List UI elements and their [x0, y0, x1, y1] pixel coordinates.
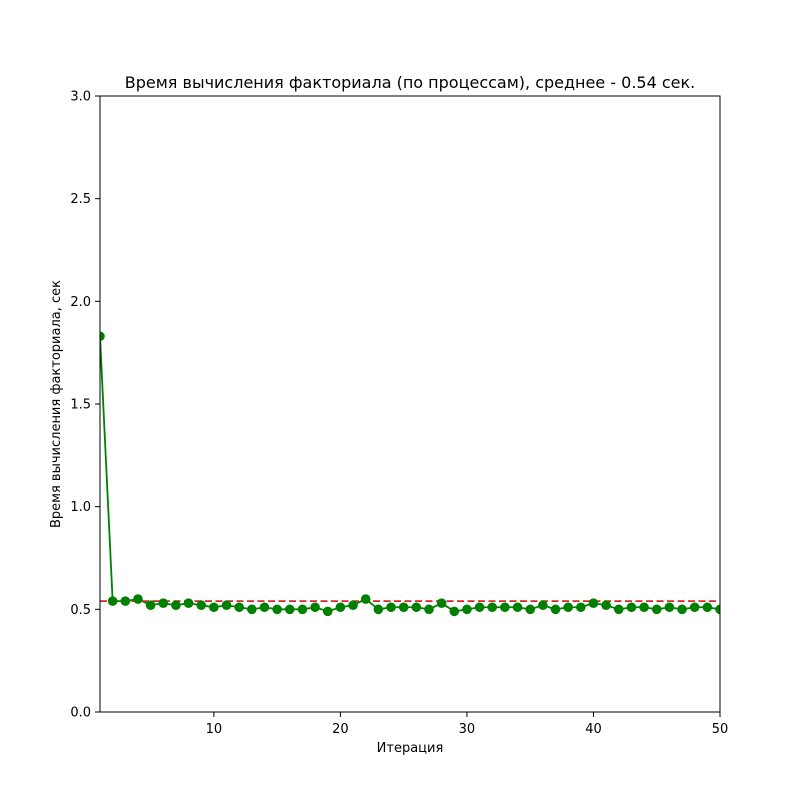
- data-point: [171, 600, 181, 611]
- data-point: [297, 604, 308, 615]
- data-point: [411, 602, 422, 613]
- data-point: [259, 602, 270, 613]
- data-point: [550, 604, 561, 615]
- data-point: [588, 598, 599, 608]
- data-point: [677, 604, 687, 615]
- data-point: [398, 602, 409, 613]
- y-tick-label: 2.5: [70, 192, 91, 207]
- y-tick-label: 1.5: [70, 398, 91, 413]
- data-point: [322, 606, 333, 617]
- data-point: [500, 602, 510, 613]
- data-point: [639, 602, 649, 613]
- x-tick-label: 40: [585, 722, 602, 737]
- plot-frame: [99, 95, 721, 713]
- data-point: [247, 604, 257, 615]
- chart-title: Время вычисления факториала (по процесса…: [125, 73, 696, 92]
- data-point: [348, 600, 358, 611]
- y-axis-label: Время вычисления факториала, сек: [49, 280, 64, 528]
- data-point: [702, 602, 713, 613]
- data-point: [310, 602, 320, 613]
- data-point: [601, 600, 611, 611]
- data-point: [120, 596, 131, 606]
- y-tick-label: 0.0: [70, 706, 91, 721]
- data-point: [386, 602, 396, 613]
- data-point: [715, 604, 720, 615]
- x-tick-label: 10: [206, 722, 223, 737]
- y-axis-ticks: 0.0 0.5 1.0 1.5 2.0 2.5 3.0: [70, 90, 100, 721]
- y-tick-label: 0.5: [70, 603, 91, 618]
- data-point: [234, 602, 244, 613]
- data-point: [424, 604, 434, 615]
- data-point: [335, 602, 346, 613]
- data-point: [360, 594, 371, 604]
- x-tick-label: 20: [332, 722, 349, 737]
- data-point: [284, 604, 295, 615]
- data-point: [525, 604, 536, 615]
- data-point: [538, 600, 548, 611]
- data-point: [449, 606, 460, 617]
- data-point: [613, 604, 624, 615]
- data-point: [373, 604, 384, 615]
- data-point: [158, 598, 169, 608]
- data-point: [563, 602, 573, 613]
- y-tick-label: 3.0: [70, 90, 91, 105]
- data-point: [272, 604, 282, 615]
- data-point: [436, 598, 447, 608]
- data-point: [651, 604, 662, 615]
- x-axis-label: Итерация: [377, 741, 444, 756]
- x-axis-ticks: 10 20 30 40 50: [206, 712, 729, 737]
- plot-content: [100, 331, 720, 617]
- y-tick-label: 2.0: [70, 295, 91, 310]
- data-point: [474, 602, 485, 613]
- data-point: [221, 600, 232, 611]
- data-point: [100, 331, 105, 342]
- x-tick-label: 50: [712, 722, 729, 737]
- data-point: [133, 594, 143, 604]
- data-point: [664, 602, 675, 613]
- data-point: [196, 600, 207, 611]
- data-point: [462, 604, 472, 615]
- plot-area: [100, 96, 720, 712]
- data-point: [209, 602, 219, 613]
- data-point: [487, 602, 498, 613]
- data-point: [626, 602, 637, 613]
- data-point: [689, 602, 700, 613]
- y-tick-label: 1.0: [70, 500, 91, 515]
- x-tick-label: 30: [459, 722, 476, 737]
- data-point: [107, 596, 118, 606]
- data-point: [183, 598, 194, 608]
- data-point: [576, 602, 586, 613]
- data-point: [145, 600, 156, 611]
- data-point: [512, 602, 523, 613]
